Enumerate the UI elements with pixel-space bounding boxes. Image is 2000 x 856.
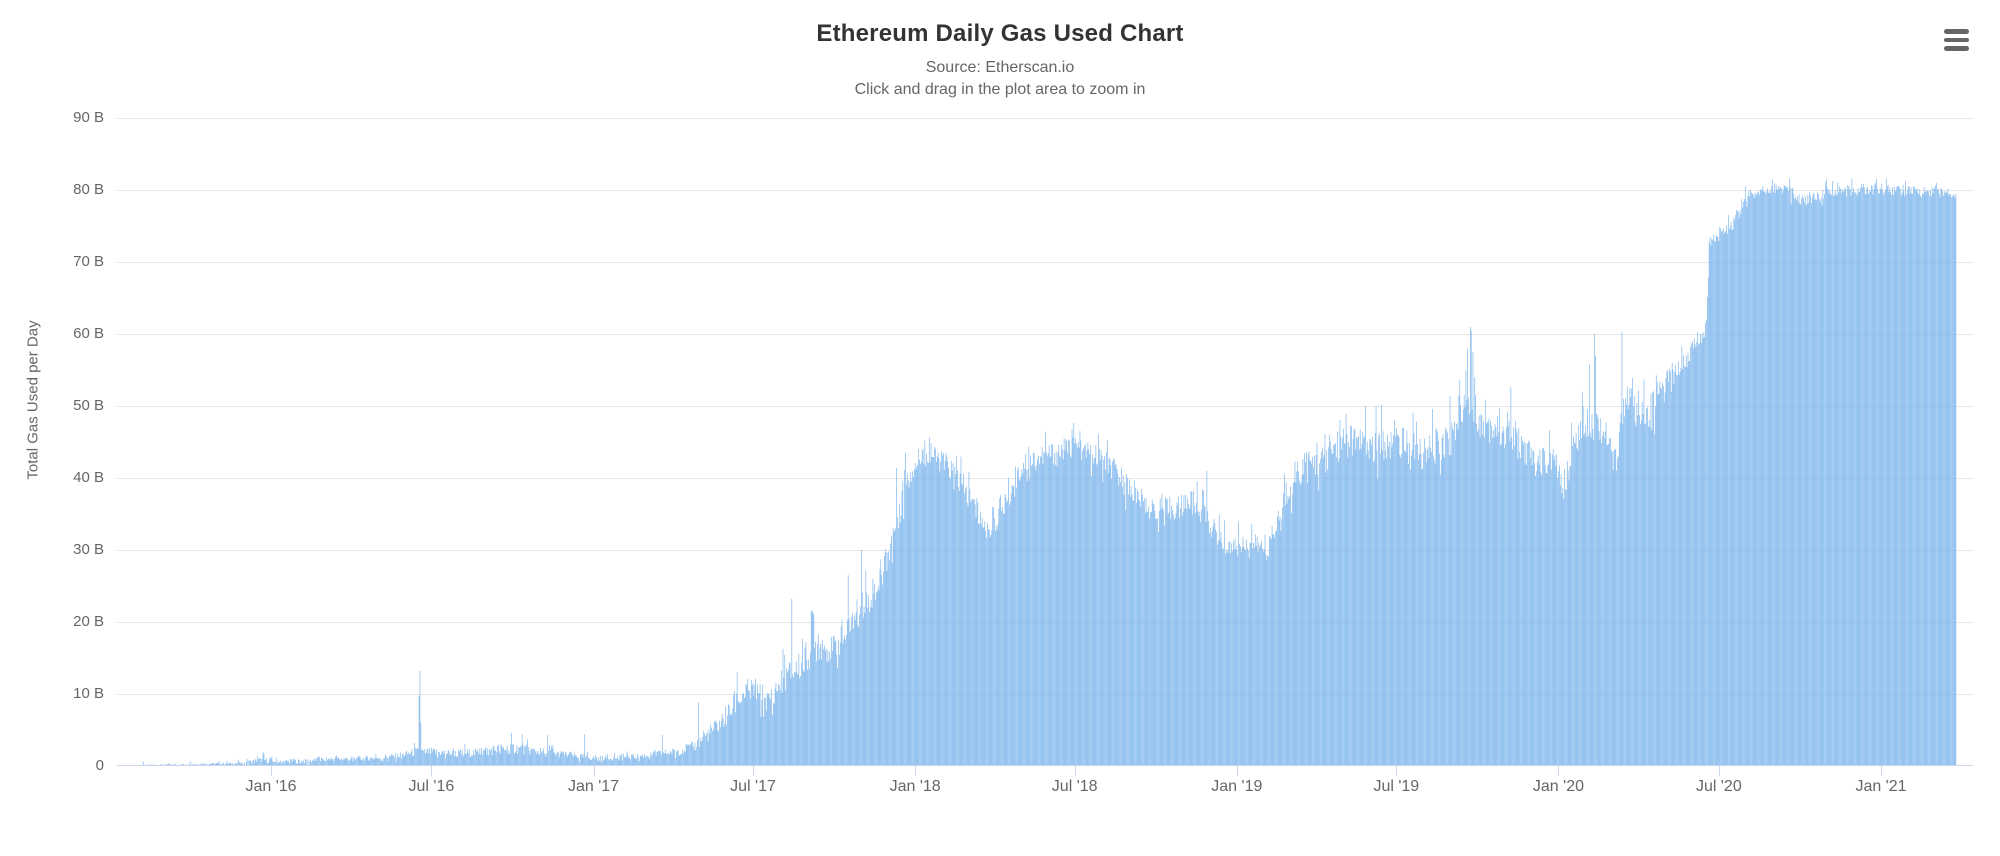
y-axis-label: 70 B	[0, 253, 104, 270]
gas-used-series	[134, 179, 1956, 766]
y-axis-label: 0	[0, 757, 104, 774]
x-axis-label: Jan '21	[1811, 778, 1951, 796]
y-axis-label: 50 B	[0, 397, 104, 414]
x-axis-label: Jul '19	[1326, 778, 1466, 796]
x-axis-label: Jan '19	[1167, 778, 1307, 796]
x-axis-label: Jan '16	[201, 778, 341, 796]
x-axis-label: Jul '20	[1649, 778, 1789, 796]
x-axis-label: Jan '20	[1488, 778, 1628, 796]
x-axis-label: Jan '17	[524, 778, 664, 796]
y-axis-label: 80 B	[0, 181, 104, 198]
y-axis-label: 20 B	[0, 613, 104, 630]
x-axis-label: Jul '16	[361, 778, 501, 796]
y-axis-label: 40 B	[0, 469, 104, 486]
x-axis-label: Jul '17	[683, 778, 823, 796]
x-axis-label: Jan '18	[845, 778, 985, 796]
y-axis-label: 60 B	[0, 325, 104, 342]
y-axis-label: 10 B	[0, 685, 104, 702]
x-axis-label: Jul '18	[1005, 778, 1145, 796]
y-axis-label: 30 B	[0, 541, 104, 558]
y-axis-label: 90 B	[0, 109, 104, 126]
